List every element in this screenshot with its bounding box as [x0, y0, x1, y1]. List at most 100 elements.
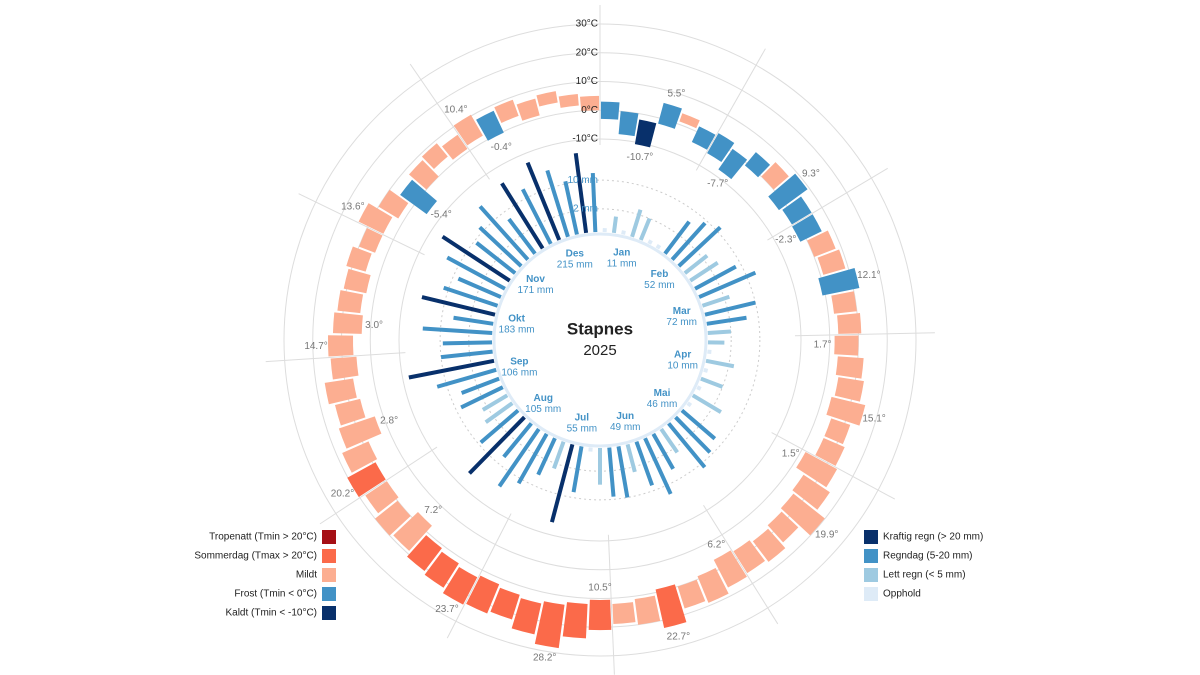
min-temp-label: -5.4°: [431, 210, 452, 221]
precip-bar: [667, 422, 707, 469]
temp-tick-label: -10°C: [572, 134, 598, 145]
temp-bar: [441, 134, 468, 160]
precip-bar: [552, 440, 566, 470]
precip-bar: [674, 415, 712, 454]
chart-subtitle: 2025: [583, 342, 616, 359]
legend-swatch: [322, 587, 336, 601]
min-temp-label: 3.0°: [365, 320, 383, 331]
month-precip-total: 52 mm: [644, 280, 675, 291]
temp-bar: [744, 152, 771, 178]
precip-bar: [651, 432, 675, 470]
temp-bar: [817, 249, 846, 275]
temp-bar: [612, 602, 636, 625]
legend-swatch: [322, 568, 336, 582]
legend-swatch: [322, 606, 336, 620]
temp-bar: [358, 228, 383, 253]
temp-bar: [476, 110, 504, 141]
precip-bar: [484, 401, 514, 424]
month-precip-total: 46 mm: [647, 399, 678, 410]
temp-tick-label: 20°C: [576, 47, 598, 58]
precip-bar: [704, 300, 756, 317]
precip-bar: [563, 180, 579, 235]
month-precip-total: 106 mm: [501, 368, 537, 379]
month-precip-total: 11 mm: [607, 258, 637, 269]
precip-bar: [525, 161, 562, 241]
max-temp-label: 28.2°: [533, 653, 556, 664]
month-precip-total: 105 mm: [525, 404, 561, 415]
precip-bar: [616, 446, 630, 498]
precip-bar: [460, 376, 500, 395]
legend-label: Lett regn (< 5 mm): [883, 570, 966, 581]
precip-bar: [478, 225, 523, 268]
max-temp-label: 14.7°: [304, 341, 327, 352]
max-temp-label: 13.6°: [341, 201, 364, 212]
temp-bar: [342, 441, 378, 473]
month-name: Mai: [654, 388, 671, 399]
temp-bar: [835, 356, 864, 379]
max-temp-label: 22.7°: [667, 631, 690, 642]
temp-bar: [330, 356, 359, 380]
month-precip-total: 72 mm: [666, 317, 697, 328]
month-separator: [767, 167, 888, 241]
precip-bar: [408, 358, 495, 380]
legend-swatch: [322, 549, 336, 563]
max-temp-label: 15.1°: [862, 413, 885, 424]
month-separator: [607, 534, 615, 675]
temp-bar: [332, 312, 363, 334]
precip-base-circle: [492, 232, 708, 448]
temp-bar: [378, 189, 409, 219]
min-temp-label: 1.5°: [782, 448, 800, 459]
temp-bar: [346, 246, 372, 272]
temp-bar: [761, 162, 789, 190]
precip-bar: [691, 393, 722, 414]
month-name: Jun: [616, 411, 634, 422]
precip-bar: [670, 221, 707, 261]
legend-label: Sommerdag (Tmax > 20°C): [194, 551, 317, 562]
temp-bar: [691, 126, 716, 150]
precip-bar: [478, 205, 530, 261]
precip-bar: [655, 244, 662, 250]
precip-bar: [468, 415, 526, 475]
temp-bar: [752, 528, 786, 562]
legend-swatch: [864, 587, 878, 601]
precip-bar: [703, 367, 709, 373]
month-precip-total: 55 mm: [567, 424, 598, 435]
temp-bar: [558, 94, 579, 108]
month-separator: [298, 193, 425, 256]
temp-bar: [818, 267, 860, 296]
precip-bar: [479, 408, 520, 444]
temp-bar: [343, 268, 371, 294]
temp-bar: [831, 291, 857, 314]
temp-bar: [600, 101, 620, 120]
min-temp-label: 10.5°: [588, 583, 611, 594]
temp-bar: [407, 535, 442, 572]
legend-swatch: [864, 530, 878, 544]
month-separator: [265, 352, 406, 363]
temp-bar: [658, 102, 682, 129]
precip-bar: [545, 169, 570, 238]
min-temp-label: 1.7°: [814, 339, 832, 350]
temp-bar: [421, 143, 448, 169]
precip-bar: [707, 329, 732, 336]
temp-bar: [338, 416, 382, 449]
precip-bar: [536, 437, 557, 476]
month-name: Okt: [508, 313, 525, 324]
precip-tick-label: 10 mm: [567, 175, 598, 186]
temp-bar: [713, 550, 747, 588]
min-temp-label: -10.7°: [627, 152, 654, 163]
precip-bar: [683, 254, 709, 275]
precip-bar: [689, 261, 719, 283]
precip-bar: [549, 443, 575, 523]
temp-bar: [679, 113, 700, 129]
legend-label: Mildt: [296, 570, 317, 581]
precip-bar: [607, 447, 616, 497]
month-separator: [703, 505, 779, 625]
legend-label: Kraftig regn (> 20 mm): [883, 532, 983, 543]
temp-tick-label: 30°C: [576, 19, 598, 30]
temp-bar: [792, 474, 830, 510]
month-name: Nov: [526, 274, 545, 285]
precip-bar: [705, 358, 735, 369]
min-temp-label: -2.3°: [775, 234, 796, 245]
